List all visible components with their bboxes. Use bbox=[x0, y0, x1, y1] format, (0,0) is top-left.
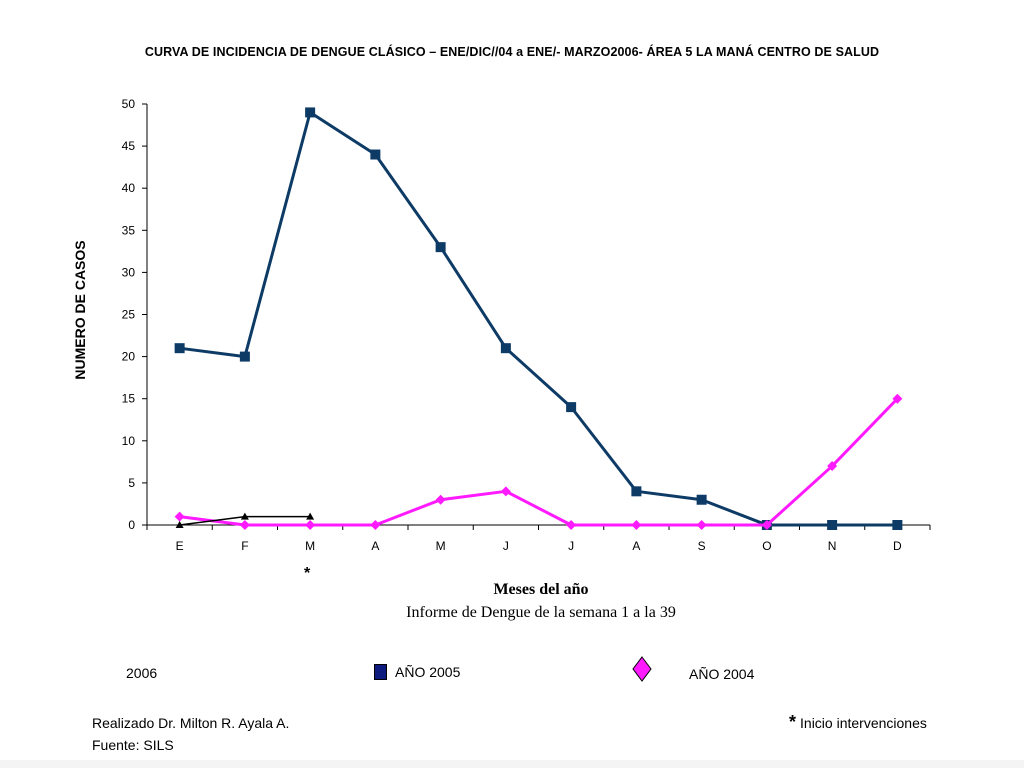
note-asterisk: * bbox=[789, 712, 797, 732]
data-point-square bbox=[239, 351, 250, 362]
y-tick-label: 40 bbox=[122, 181, 136, 195]
data-point-square bbox=[892, 520, 903, 530]
x-tick-label: J bbox=[503, 539, 509, 553]
data-point-diamond bbox=[827, 461, 838, 472]
diamond-marker-icon bbox=[632, 656, 652, 682]
x-tick-label: E bbox=[176, 539, 184, 553]
x-axis-title: Meses del año bbox=[493, 581, 589, 598]
data-point-diamond bbox=[566, 520, 577, 530]
x-tick-label: N bbox=[828, 539, 837, 553]
data-point-square bbox=[435, 242, 446, 253]
y-axis-title: NUMERO DE CASOS bbox=[72, 240, 88, 380]
data-point-square bbox=[370, 149, 381, 160]
data-point-diamond bbox=[696, 520, 707, 530]
x-tick-label: F bbox=[241, 539, 248, 553]
data-source: Fuente: SILS bbox=[92, 737, 174, 753]
data-point-diamond bbox=[174, 511, 185, 522]
y-tick-label: 30 bbox=[122, 265, 136, 279]
author-credit: Realizado Dr. Milton R. Ayala A. bbox=[92, 715, 290, 731]
x-tick-label: J bbox=[568, 539, 574, 553]
data-point-square bbox=[631, 486, 642, 497]
chart-title: CURVA DE INCIDENCIA DE DENGUE CLÁSICO – … bbox=[144, 45, 880, 59]
legend-2005-label: AÑO 2005 bbox=[395, 664, 461, 680]
y-tick-label: 5 bbox=[128, 476, 135, 490]
data-point-square bbox=[305, 107, 316, 118]
data-point-square bbox=[696, 494, 707, 505]
data-point-diamond bbox=[239, 520, 250, 530]
series-line-a-o-2004 bbox=[179, 397, 899, 527]
legend-2004-label: AÑO 2004 bbox=[689, 666, 755, 682]
x-tick-label: S bbox=[698, 539, 706, 553]
intervention-note: * Inicio intervenciones bbox=[789, 712, 927, 733]
legend-2006: 2006 bbox=[126, 665, 158, 681]
data-point-square bbox=[500, 343, 511, 354]
data-point-diamond bbox=[370, 520, 381, 530]
y-tick-label: 10 bbox=[122, 434, 136, 448]
y-tick-label: 45 bbox=[122, 139, 136, 153]
y-tick-label: 20 bbox=[122, 350, 136, 364]
legend-2004: AÑO 2004 bbox=[632, 656, 754, 682]
y-tick-label: 0 bbox=[128, 518, 135, 532]
intervention-start-mark: * bbox=[304, 565, 311, 582]
data-point-triangle bbox=[240, 512, 249, 520]
square-marker-icon bbox=[374, 664, 387, 680]
data-point-square bbox=[174, 343, 185, 354]
y-tick-label: 25 bbox=[122, 308, 136, 322]
x-tick-label: M bbox=[305, 539, 315, 553]
data-point-square bbox=[566, 402, 577, 413]
x-tick-label: A bbox=[632, 539, 640, 553]
data-point-triangle bbox=[306, 512, 315, 520]
data-point-diamond bbox=[500, 486, 511, 497]
bottom-bar bbox=[0, 760, 1024, 768]
data-point-diamond bbox=[305, 520, 316, 530]
line-chart: 0 5 10 15 20 25 30 35 40 45 50 E F M A M J J A S O N D bbox=[122, 97, 931, 553]
x-tick-label: O bbox=[762, 539, 771, 553]
data-point-triangle bbox=[175, 521, 184, 528]
legend-2005: AÑO 2005 bbox=[374, 664, 460, 680]
data-point-square bbox=[827, 520, 838, 530]
x-tick-label: A bbox=[371, 539, 379, 553]
y-tick-label: 35 bbox=[122, 223, 136, 237]
data-point-diamond bbox=[435, 494, 446, 505]
chart-subtitle: Informe de Dengue de la semana 1 a la 39 bbox=[406, 604, 676, 621]
y-tick-label: 50 bbox=[122, 97, 136, 111]
data-point-diamond bbox=[631, 520, 642, 530]
x-tick-label: D bbox=[893, 539, 902, 553]
x-tick-label: M bbox=[436, 539, 446, 553]
series-line-a-o-2005 bbox=[179, 110, 898, 527]
note-text: Inicio intervenciones bbox=[800, 715, 927, 731]
y-tick-label: 15 bbox=[122, 392, 136, 406]
data-point-diamond bbox=[892, 393, 903, 404]
data-point-diamond bbox=[761, 520, 772, 530]
